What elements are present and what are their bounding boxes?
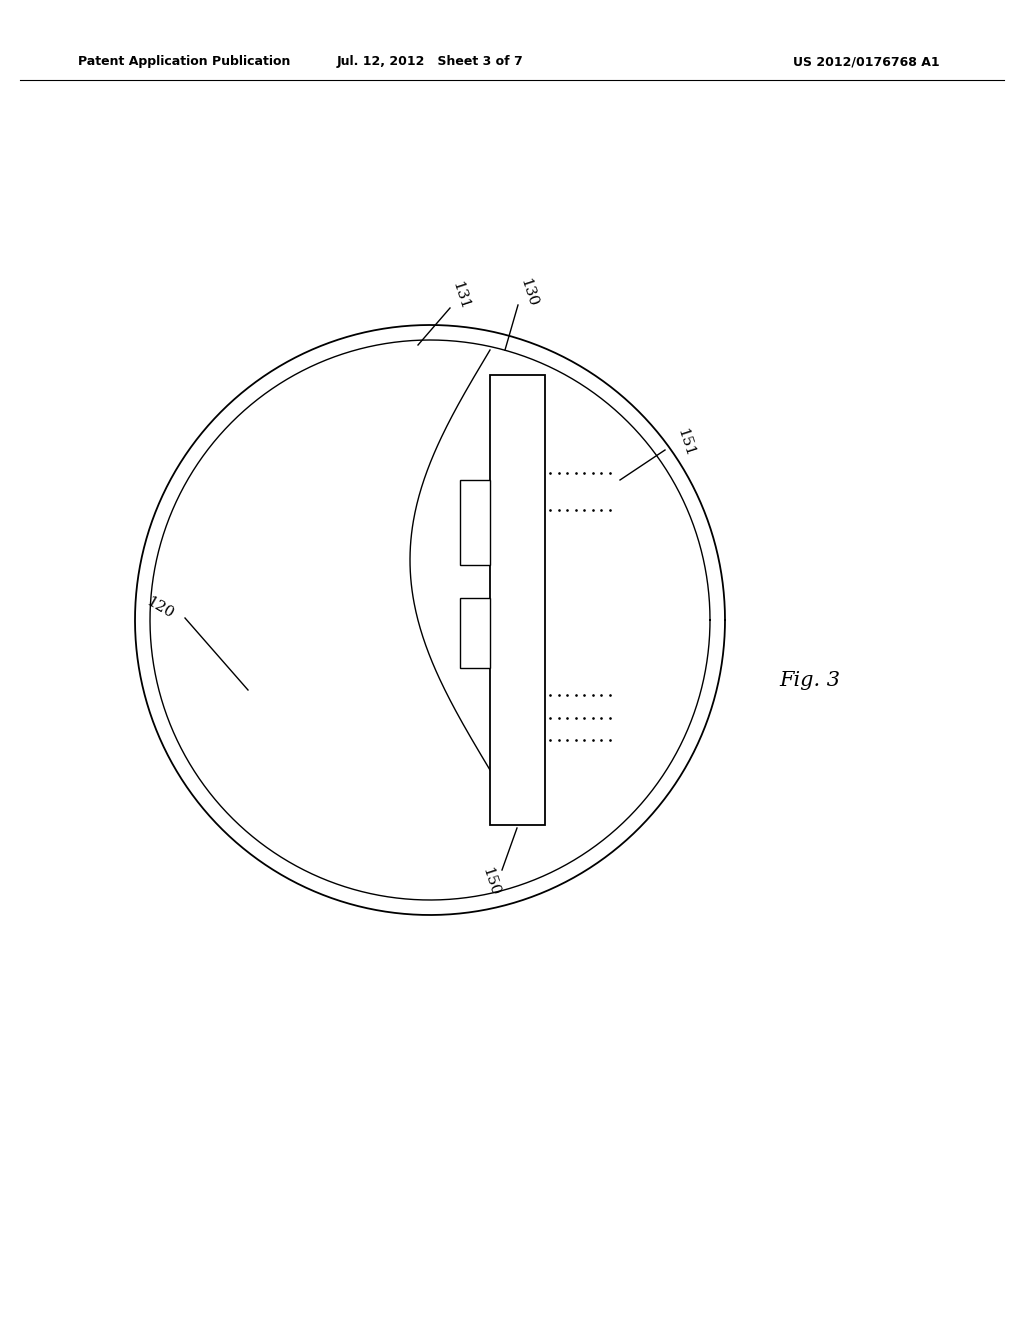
Text: 131: 131 — [449, 280, 471, 312]
Bar — [490, 375, 545, 825]
Text: 151: 151 — [674, 426, 696, 459]
Text: Patent Application Publication: Patent Application Publication — [78, 55, 291, 69]
Bar — [460, 480, 490, 565]
Text: US 2012/0176768 A1: US 2012/0176768 A1 — [794, 55, 940, 69]
Text: Fig. 3: Fig. 3 — [779, 671, 841, 689]
Text: 130: 130 — [517, 277, 540, 309]
Text: Jul. 12, 2012   Sheet 3 of 7: Jul. 12, 2012 Sheet 3 of 7 — [337, 55, 523, 69]
Bar — [460, 598, 490, 668]
Text: 120: 120 — [143, 594, 176, 622]
Text: 150: 150 — [479, 866, 501, 898]
